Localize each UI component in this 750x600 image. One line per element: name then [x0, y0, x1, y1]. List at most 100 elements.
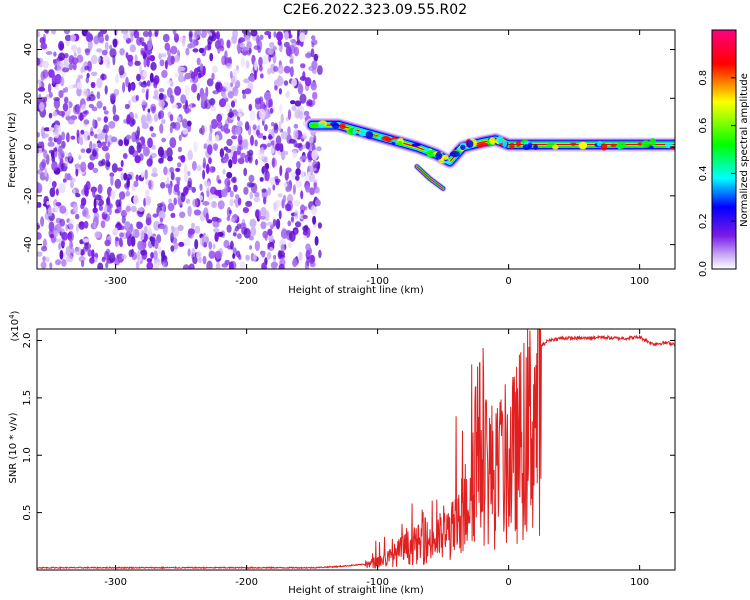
- noise-speck: [110, 175, 114, 186]
- spectrogram-y-tick-label: 20: [23, 92, 34, 105]
- noise-speck: [170, 55, 175, 65]
- noise-speck: [192, 75, 199, 84]
- signal-blob: [600, 143, 608, 151]
- noise-speck: [107, 141, 111, 148]
- snr-y-tick-label: 1.0: [22, 447, 33, 463]
- noise-speck: [78, 155, 82, 160]
- noise-speck: [48, 91, 53, 98]
- noise-speck: [236, 120, 243, 127]
- noise-speck: [214, 189, 222, 196]
- noise-speck: [128, 226, 133, 234]
- noise-speck: [198, 256, 202, 264]
- noise-speck: [210, 105, 216, 111]
- noise-speck: [38, 146, 43, 154]
- noise-speck: [308, 65, 315, 72]
- noise-speck: [246, 150, 250, 157]
- noise-speck: [250, 226, 257, 236]
- noise-speck: [202, 65, 206, 76]
- noise-speck: [211, 200, 217, 209]
- noise-speck: [46, 200, 50, 206]
- snr-y-tick-label: 0.5: [22, 505, 33, 521]
- noise-speck: [276, 31, 284, 41]
- noise-speck: [175, 176, 181, 182]
- noise-speck: [43, 149, 48, 159]
- noise-speck: [187, 248, 191, 257]
- noise-speck: [248, 235, 254, 241]
- noise-speck: [312, 160, 318, 169]
- noise-speck: [74, 246, 82, 256]
- snr-x-tick-label: -300: [104, 577, 127, 588]
- noise-speck: [53, 51, 57, 57]
- noise-speck: [92, 207, 98, 214]
- spectrogram-y-tick-label: 40: [23, 43, 34, 56]
- noise-speck: [159, 59, 165, 67]
- noise-speck: [300, 135, 308, 140]
- noise-speck: [272, 218, 277, 227]
- noise-speck: [58, 52, 66, 61]
- noise-speck: [194, 225, 201, 234]
- signal-blob: [435, 151, 443, 160]
- noise-speck: [305, 249, 310, 260]
- signal-blob: [352, 128, 357, 135]
- signal-blob: [450, 151, 460, 158]
- noise-speck: [185, 47, 190, 56]
- noise-speck: [140, 50, 147, 56]
- noise-speck: [60, 76, 65, 87]
- noise-speck: [101, 145, 109, 152]
- noise-speck: [240, 152, 246, 159]
- noise-speck: [238, 254, 242, 261]
- noise-speck: [89, 131, 94, 137]
- noise-speck: [188, 263, 195, 269]
- noise-speck: [142, 70, 148, 78]
- noise-speck: [188, 228, 195, 235]
- noise-speck: [88, 103, 95, 109]
- noise-speck: [208, 35, 214, 41]
- noise-speck: [126, 134, 132, 140]
- noise-speck: [90, 54, 98, 65]
- noise-speck: [212, 166, 216, 172]
- signal-blob: [533, 144, 538, 150]
- noise-speck: [304, 52, 312, 59]
- signal-blob: [480, 142, 489, 147]
- noise-speck: [171, 104, 178, 109]
- snr-x-tick-label: -100: [366, 577, 389, 588]
- noise-speck: [150, 252, 155, 259]
- noise-speck: [170, 45, 178, 55]
- noise-speck: [256, 129, 260, 136]
- noise-speck: [43, 127, 51, 132]
- noise-speck: [260, 206, 267, 217]
- spectrogram-x-tick-label: 0: [505, 276, 511, 287]
- noise-speck: [223, 158, 229, 164]
- noise-speck: [266, 251, 272, 260]
- noise-speck: [118, 65, 125, 76]
- noise-speck: [118, 237, 123, 246]
- noise-speck: [173, 55, 180, 63]
- noise-speck: [193, 209, 201, 216]
- noise-speck: [147, 137, 153, 149]
- noise-speck: [58, 183, 66, 194]
- noise-speck: [262, 135, 267, 140]
- noise-speck: [53, 147, 58, 152]
- noise-speck: [51, 73, 56, 85]
- noise-speck: [178, 241, 185, 247]
- noise-speck: [78, 133, 83, 145]
- spectrogram-x-label: Height of straight line (km): [288, 285, 424, 296]
- noise-speck: [265, 163, 270, 170]
- noise-speck: [226, 62, 232, 69]
- noise-speck: [117, 167, 123, 172]
- noise-speck: [82, 209, 87, 217]
- noise-speck: [214, 232, 219, 242]
- noise-speck: [160, 182, 166, 189]
- signal-blob: [442, 160, 452, 164]
- noise-speck: [317, 222, 322, 229]
- noise-speck: [270, 122, 275, 127]
- noise-speck: [287, 109, 292, 120]
- noise-speck: [141, 88, 146, 94]
- noise-speck: [217, 200, 225, 210]
- noise-speck: [310, 48, 315, 58]
- noise-speck: [61, 231, 69, 241]
- noise-speck: [86, 148, 92, 154]
- noise-speck: [229, 198, 234, 207]
- noise-speck: [80, 66, 84, 74]
- noise-speck: [268, 135, 273, 140]
